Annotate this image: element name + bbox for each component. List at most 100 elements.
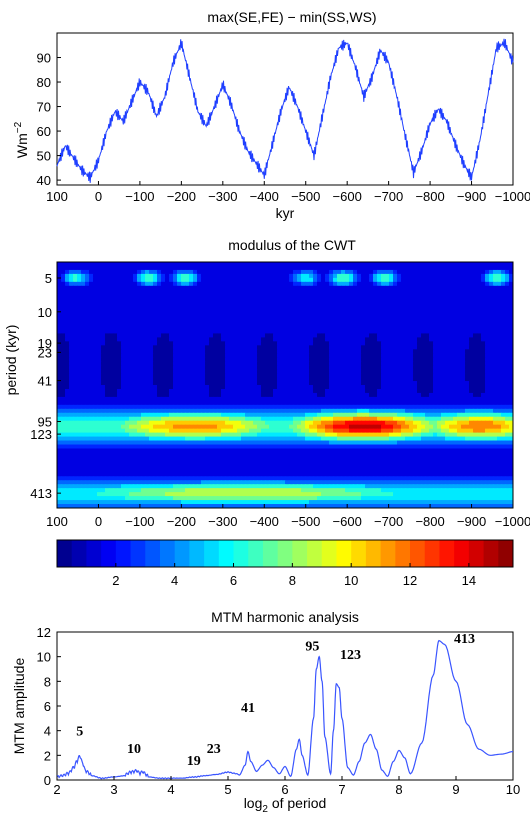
heatmap-cell	[117, 392, 122, 398]
heatmap-cell	[265, 321, 270, 327]
heatmap-cell	[361, 262, 366, 267]
heatmap-cell	[361, 377, 366, 382]
heatmap-cell	[345, 357, 350, 362]
heatmap-cell	[301, 400, 306, 406]
heatmap-cell	[269, 309, 274, 315]
heatmap-cell	[245, 333, 250, 338]
heatmap-cell	[501, 321, 506, 327]
heatmap-cell	[353, 412, 358, 418]
heatmap-cell	[369, 297, 374, 303]
heatmap-cell	[465, 385, 470, 390]
heatmap-cell	[173, 420, 178, 426]
heatmap-cell	[273, 388, 278, 394]
heatmap-cell	[381, 317, 386, 323]
heatmap-cell	[133, 269, 138, 275]
heatmap-cell	[109, 265, 114, 271]
heatmap-cell	[113, 341, 118, 346]
heatmap-cell	[265, 269, 270, 275]
heatmap-cell	[261, 349, 266, 354]
heatmap-cell	[449, 273, 454, 279]
heatmap-cell	[85, 349, 90, 354]
heatmap-cell	[269, 416, 274, 422]
heatmap-cell	[69, 305, 74, 311]
heatmap-cell	[157, 289, 162, 295]
heatmap-cell	[101, 277, 106, 283]
heatmap-cell	[113, 285, 118, 291]
heatmap-cell	[181, 428, 186, 434]
heatmap-cell	[269, 329, 274, 335]
heatmap-cell	[297, 325, 302, 331]
heatmap-cell	[305, 265, 310, 271]
heatmap-cell	[289, 377, 294, 382]
heatmap-cell	[501, 262, 506, 267]
heatmap-cell	[285, 321, 290, 327]
heatmap-cell	[377, 277, 382, 283]
heatmap-cell	[261, 269, 266, 275]
heatmap-cell	[461, 317, 466, 323]
heatmap-cell	[85, 400, 90, 406]
heatmap-cell	[101, 341, 106, 346]
heatmap-cell	[277, 313, 282, 319]
heatmap-cell	[501, 365, 506, 370]
heatmap-cell	[201, 313, 206, 319]
heatmap-cell	[189, 373, 194, 378]
heatmap-cell	[441, 277, 446, 283]
heatmap-cell	[221, 309, 226, 315]
heatmap-cell	[417, 369, 422, 374]
heatmap-cell	[209, 388, 214, 394]
heatmap-cell	[177, 392, 182, 398]
heatmap-cell	[93, 341, 98, 346]
heatmap-cell	[57, 385, 62, 390]
heatmap-cell	[101, 309, 106, 315]
heatmap-cell	[185, 317, 190, 323]
heatmap-cell	[285, 297, 290, 303]
heatmap-cell	[61, 345, 66, 350]
heatmap-cell	[505, 369, 510, 374]
heatmap-cell	[341, 361, 346, 366]
heatmap-cell	[65, 377, 70, 382]
heatmap-cell	[361, 305, 366, 311]
heatmap-cell	[173, 432, 178, 438]
heatmap-cell	[445, 357, 450, 362]
heatmap-cell	[301, 385, 306, 390]
heatmap-cell	[497, 333, 502, 338]
heatmap-cell	[133, 301, 138, 307]
heatmap-cell	[417, 428, 422, 434]
heatmap-cell	[505, 337, 510, 342]
heatmap-cell	[341, 349, 346, 354]
heatmap-cell	[153, 381, 158, 386]
heatmap-cell	[465, 325, 470, 331]
heatmap-cell	[165, 321, 170, 327]
heatmap-cell	[221, 317, 226, 323]
heatmap-cell	[141, 353, 146, 358]
heatmap-cell	[217, 357, 222, 362]
heatmap-cell	[273, 400, 278, 406]
heatmap-cell	[293, 293, 298, 299]
heatmap-cell	[409, 404, 414, 410]
heatmap-cell	[193, 265, 198, 271]
heatmap-cell	[301, 388, 306, 394]
heatmap-cell	[69, 404, 74, 410]
heatmap-cell	[77, 289, 82, 295]
heatmap-cell	[433, 412, 438, 418]
heatmap-cell	[81, 317, 86, 323]
heatmap-cell	[141, 361, 146, 366]
heatmap-cell	[217, 301, 222, 307]
heatmap-cell	[417, 325, 422, 331]
heatmap-cell	[333, 369, 338, 374]
heatmap-cell	[357, 369, 362, 374]
heatmap-cell	[165, 416, 170, 422]
heatmap-cell	[493, 424, 498, 430]
heatmap-cell	[337, 404, 342, 410]
heatmap-cell	[429, 381, 434, 386]
heatmap-cell	[221, 369, 226, 374]
heatmap-cell	[205, 325, 210, 331]
heatmap-cell	[97, 345, 102, 350]
heatmap-cell	[117, 385, 122, 390]
heatmap-cell	[469, 313, 474, 319]
heatmap-cell	[301, 412, 306, 418]
heatmap-cell	[145, 381, 150, 386]
heatmap-cell	[261, 404, 266, 410]
heatmap-cell	[461, 416, 466, 422]
heatmap-cell	[189, 404, 194, 410]
